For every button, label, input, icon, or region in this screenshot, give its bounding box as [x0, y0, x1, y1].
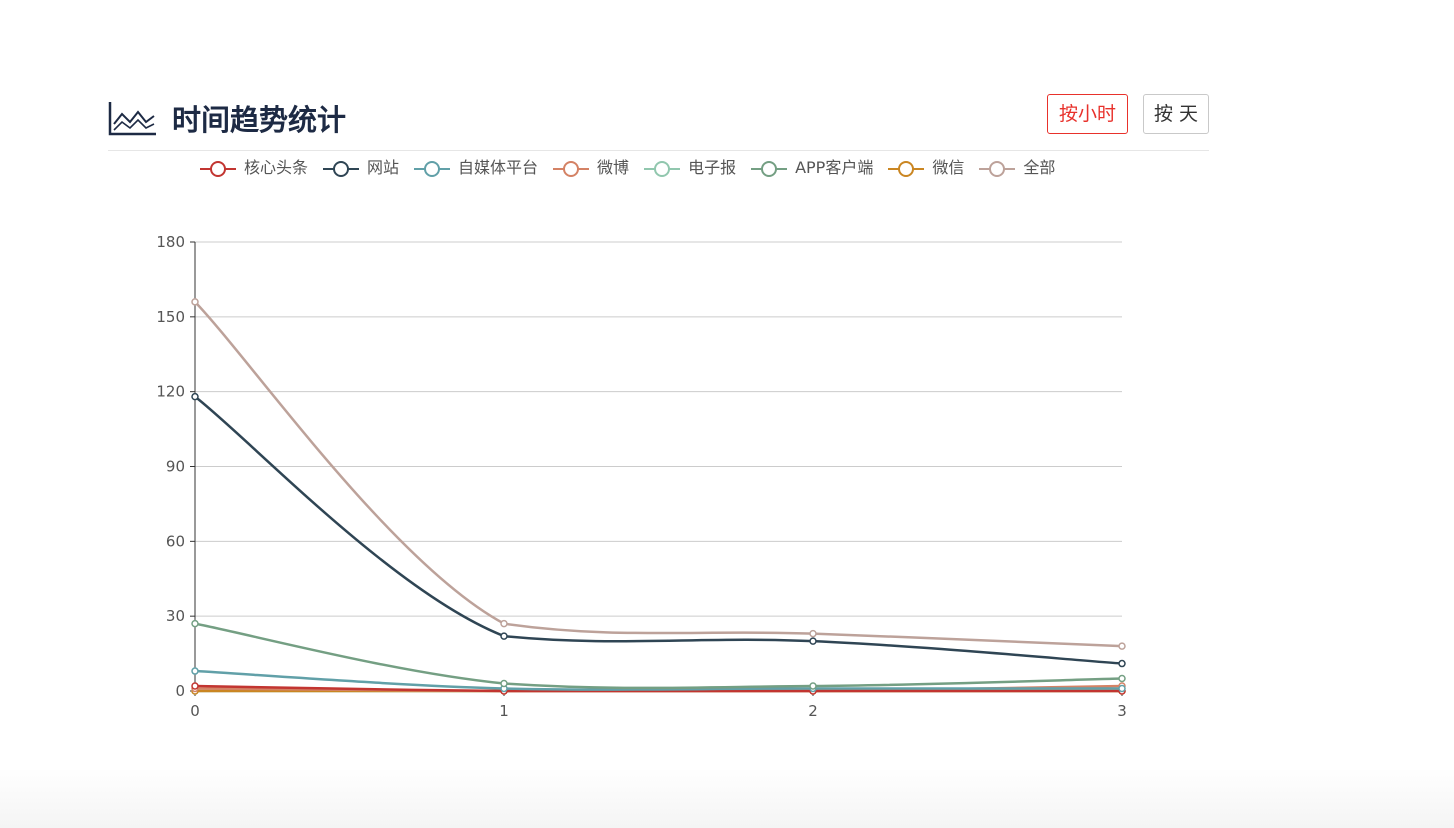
y-tick-label: 120	[156, 383, 185, 401]
legend-marker-icon	[751, 160, 788, 177]
x-tick-label: 2	[808, 702, 818, 720]
legend-label: 网站	[367, 158, 400, 177]
by-day-button[interactable]: 按 天	[1143, 94, 1209, 134]
legend-item[interactable]: 核心头条	[198, 154, 308, 179]
page-footer-shade	[0, 768, 1454, 828]
legend-item[interactable]: 微博	[551, 154, 629, 179]
data-point	[191, 392, 199, 401]
legend-item[interactable]: APP客户端	[749, 154, 873, 179]
data-point	[191, 667, 199, 675]
y-tick-label: 0	[175, 682, 185, 700]
legend-label: 电子报	[688, 158, 737, 177]
legend-marker-icon	[553, 160, 590, 177]
page-title: 时间趋势统计	[172, 103, 347, 137]
legend-marker-icon	[414, 160, 451, 177]
data-point	[500, 679, 508, 688]
data-point	[1118, 642, 1126, 650]
legend-label: 全部	[1023, 158, 1056, 177]
legend-marker-icon	[888, 160, 925, 177]
legend-label: APP客户端	[795, 158, 874, 177]
legend-marker-icon	[644, 160, 681, 177]
legend-item[interactable]: 全部	[977, 154, 1055, 179]
chart-legend: 核心头条 网站 自媒体平台 微博 电子报 APP客户端 微信 全部	[198, 154, 1068, 180]
x-tick-label: 1	[499, 702, 509, 720]
legend-label: 微信	[932, 158, 965, 177]
line-chart-icon	[108, 102, 156, 136]
data-point	[191, 619, 199, 628]
legend-item[interactable]: 网站	[321, 154, 399, 179]
y-tick-label: 150	[156, 308, 185, 326]
y-tick-label: 30	[166, 607, 185, 625]
data-point	[1118, 659, 1126, 668]
data-point	[191, 298, 199, 306]
series-line	[194, 395, 1123, 665]
legend-item[interactable]: 电子报	[642, 154, 736, 179]
data-point	[500, 632, 508, 640]
legend-marker-icon	[979, 160, 1016, 177]
panel-header: 时间趋势统计 按小时 按 天	[108, 90, 1209, 151]
legend-marker-icon	[323, 160, 360, 177]
legend-item[interactable]: 微信	[886, 154, 964, 179]
y-tick-label: 90	[166, 458, 185, 476]
series-6	[191, 619, 1126, 690]
data-point	[1118, 674, 1126, 683]
x-tick-label: 3	[1117, 702, 1127, 720]
data-point	[809, 637, 817, 645]
series-line	[194, 622, 1123, 690]
series-line	[194, 301, 1123, 648]
series-line	[194, 669, 1122, 691]
y-tick-label: 180	[156, 233, 185, 251]
data-point	[809, 629, 817, 638]
series-8	[191, 298, 1126, 650]
series-line	[194, 684, 1122, 693]
legend-label: 自媒体平台	[458, 158, 539, 177]
trend-panel: 时间趋势统计 按小时 按 天 核心头条 网站 自媒体平台 微博 电子报 APP客户端 微信 全…	[108, 90, 1209, 790]
data-point	[191, 682, 199, 690]
legend-item[interactable]: 自媒体平台	[412, 154, 538, 179]
by-hour-button[interactable]: 按小时	[1047, 94, 1128, 134]
legend-marker-icon	[200, 160, 236, 177]
series-2	[191, 392, 1126, 668]
x-tick-label: 0	[190, 702, 200, 720]
legend-label: 微博	[597, 158, 630, 177]
y-tick-label: 60	[166, 532, 185, 550]
data-point	[809, 682, 817, 690]
data-point	[1118, 684, 1126, 693]
legend-label: 核心头条	[244, 158, 309, 177]
data-point	[500, 619, 508, 628]
